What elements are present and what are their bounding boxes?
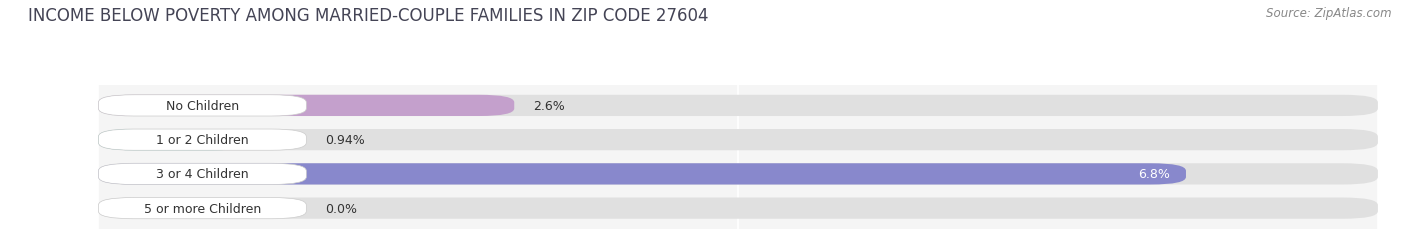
FancyBboxPatch shape (98, 164, 307, 185)
FancyBboxPatch shape (98, 95, 307, 116)
FancyBboxPatch shape (98, 129, 307, 151)
FancyBboxPatch shape (98, 164, 1378, 185)
FancyBboxPatch shape (98, 129, 1378, 151)
Text: 5 or more Children: 5 or more Children (143, 202, 262, 215)
Text: 3 or 4 Children: 3 or 4 Children (156, 168, 249, 181)
FancyBboxPatch shape (98, 164, 1185, 185)
Text: Source: ZipAtlas.com: Source: ZipAtlas.com (1267, 7, 1392, 20)
FancyBboxPatch shape (98, 95, 1378, 116)
Text: 0.0%: 0.0% (326, 202, 357, 215)
Text: INCOME BELOW POVERTY AMONG MARRIED-COUPLE FAMILIES IN ZIP CODE 27604: INCOME BELOW POVERTY AMONG MARRIED-COUPL… (28, 7, 709, 25)
FancyBboxPatch shape (98, 129, 249, 151)
Text: No Children: No Children (166, 100, 239, 112)
Text: 0.94%: 0.94% (326, 134, 366, 146)
Text: 6.8%: 6.8% (1137, 168, 1170, 181)
FancyBboxPatch shape (98, 198, 307, 219)
Text: 1 or 2 Children: 1 or 2 Children (156, 134, 249, 146)
FancyBboxPatch shape (98, 95, 515, 116)
Text: 2.6%: 2.6% (533, 100, 565, 112)
FancyBboxPatch shape (98, 198, 1378, 219)
